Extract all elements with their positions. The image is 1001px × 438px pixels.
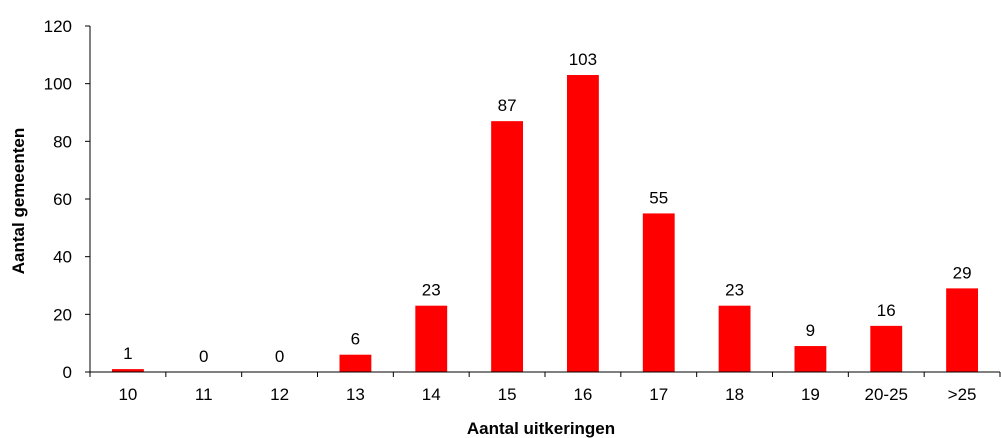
x-tick-label: 17 bbox=[649, 385, 668, 404]
x-tick-label: >25 bbox=[948, 385, 977, 404]
bar bbox=[415, 305, 448, 372]
data-label: 23 bbox=[422, 281, 441, 300]
data-label: 1 bbox=[123, 344, 132, 363]
x-tick-label: 16 bbox=[573, 385, 592, 404]
x-tick-label: 12 bbox=[270, 385, 289, 404]
x-tick-label: 11 bbox=[195, 385, 213, 404]
bar bbox=[491, 121, 524, 373]
bar bbox=[946, 288, 979, 372]
bar bbox=[111, 369, 144, 372]
data-label: 9 bbox=[806, 321, 815, 340]
x-tick-label: 10 bbox=[118, 385, 137, 404]
y-tick-label: 0 bbox=[63, 363, 72, 382]
x-axis-title: Aantal uitkeringen bbox=[467, 419, 615, 438]
x-tick-label: 19 bbox=[801, 385, 820, 404]
data-label: 103 bbox=[569, 50, 597, 69]
y-tick-label: 20 bbox=[53, 305, 72, 324]
x-tick-label: 14 bbox=[422, 385, 441, 404]
y-tick-label: 120 bbox=[44, 17, 72, 36]
data-label: 87 bbox=[498, 96, 517, 115]
bar bbox=[870, 325, 903, 372]
y-tick-label: 80 bbox=[53, 132, 72, 151]
x-ticks-group: 10 11 12 13 14 15 16 17 18 19 20-25 >25 bbox=[89, 372, 1001, 404]
bar bbox=[339, 354, 372, 372]
data-label: 16 bbox=[877, 301, 896, 320]
x-tick-label: 13 bbox=[346, 385, 365, 404]
bar bbox=[794, 346, 827, 372]
y-tick-label: 60 bbox=[53, 190, 72, 209]
data-label: 55 bbox=[649, 188, 668, 207]
data-label: 23 bbox=[725, 281, 744, 300]
bars-group bbox=[111, 75, 979, 373]
x-tick-label: 15 bbox=[498, 385, 517, 404]
y-tick-label: 40 bbox=[53, 248, 72, 267]
y-tick-label: 100 bbox=[44, 75, 72, 94]
x-tick-label: 20-25 bbox=[865, 385, 908, 404]
data-label: 6 bbox=[351, 330, 360, 349]
bar bbox=[566, 75, 599, 373]
bar bbox=[642, 213, 675, 372]
data-label: 0 bbox=[199, 347, 208, 366]
data-label: 0 bbox=[275, 347, 284, 366]
data-label: 29 bbox=[953, 263, 972, 282]
bar bbox=[718, 305, 751, 372]
y-axis-title: Aantal gemeenten bbox=[9, 128, 28, 274]
data-labels-group: 1 0 0 6 23 87 103 55 23 9 16 29 bbox=[123, 50, 971, 366]
x-tick-label: 18 bbox=[725, 385, 744, 404]
y-ticks-group: 0 20 40 60 80 100 120 bbox=[44, 17, 90, 382]
